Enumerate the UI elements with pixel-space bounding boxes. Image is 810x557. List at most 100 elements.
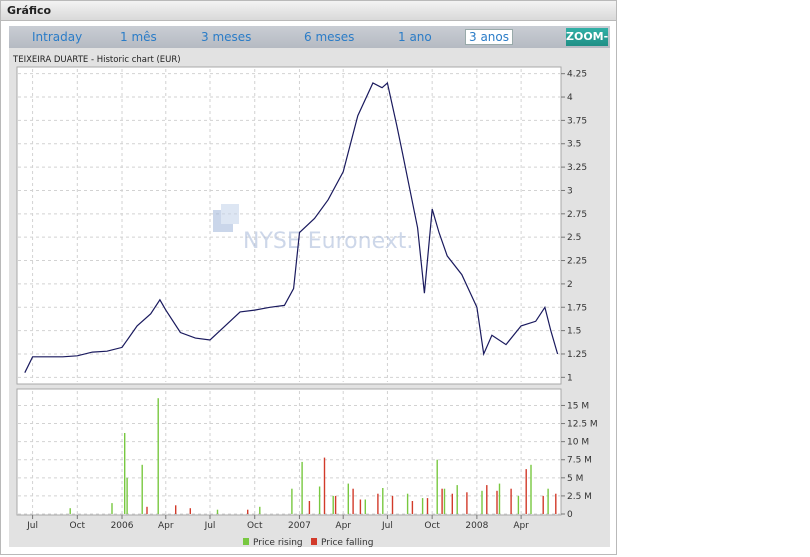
price-y-tick-label: 1.75 — [567, 303, 587, 313]
volume-bar-falling — [175, 505, 177, 514]
volume-bar-falling — [496, 490, 498, 514]
price-line — [24, 81, 559, 373]
legend-falling-label: Price falling — [321, 538, 373, 547]
volume-y-tick-label: 15 M — [567, 401, 589, 411]
volume-bar-rising — [332, 495, 334, 514]
volume-bar-rising — [456, 485, 458, 514]
volume-bar-falling — [323, 457, 326, 514]
price-y-tick-label: 4.25 — [567, 70, 587, 80]
x-tick-label: Oct — [424, 521, 440, 531]
volume-bar-falling — [146, 506, 148, 514]
volume-bar-rising — [421, 498, 424, 514]
volume-bar-rising — [347, 483, 349, 514]
price-grid — [18, 69, 560, 382]
tab-1-ano[interactable]: 1 ano — [398, 30, 432, 44]
period-tab-bar: Intraday 1 mês 3 meses 6 meses 1 ano 3 a… — [9, 26, 610, 48]
widget-titlebar: Gráfico — [1, 1, 616, 21]
volume-bar-rising — [216, 509, 219, 514]
volume-bar-rising — [126, 477, 128, 514]
volume-y-tick-label: 7.5 M — [567, 456, 592, 466]
x-tick-label: 2007 — [288, 521, 311, 531]
price-y-tick-label: 1 — [567, 373, 573, 383]
chart-header: TEIXEIRA DUARTE - Historic chart (EUR) — [13, 55, 181, 65]
volume-bar-falling — [352, 488, 354, 514]
volume-grid — [18, 391, 560, 515]
price-y-tick-label: 4 — [567, 93, 573, 103]
volume-bars — [69, 398, 557, 514]
legend-rising-swatch — [243, 538, 249, 545]
volume-y-tick-label: 5 M — [567, 474, 583, 484]
x-tick-label: 2006 — [111, 521, 134, 531]
tab-3-meses[interactable]: 3 meses — [201, 30, 252, 44]
widget-title: Gráfico — [7, 4, 52, 17]
volume-bar-falling — [377, 493, 379, 514]
price-volume-chart: NYSE Euronext. 1 1.25 1.5 1.75 2 2.25 2.5 2.75 3… — [16, 66, 598, 547]
volume-y-axis: 0 2.5 M 5 M 7.5 M 10 M 12.5 M 15 M — [561, 401, 598, 520]
tab-6-meses[interactable]: 6 meses — [304, 30, 355, 44]
legend-falling-swatch — [311, 538, 317, 545]
volume-bar-falling — [247, 509, 249, 514]
zoom-button[interactable]: ZOOM- — [566, 28, 608, 46]
volume-bar-rising — [530, 464, 532, 514]
volume-bar-rising — [436, 459, 438, 514]
volume-bar-rising — [318, 486, 321, 514]
volume-bar-falling — [555, 493, 557, 514]
volume-bar-rising — [498, 483, 501, 514]
volume-bar-falling — [189, 508, 191, 514]
volume-bar-rising — [124, 433, 126, 514]
volume-bar-rising — [111, 503, 113, 514]
volume-bar-falling — [525, 469, 527, 514]
volume-bar-rising — [364, 499, 366, 514]
tab-intraday[interactable]: Intraday — [32, 30, 83, 44]
legend: Price rising Price falling — [243, 538, 373, 547]
volume-bar-falling — [451, 493, 453, 514]
volume-bar-falling — [441, 488, 443, 514]
volume-bar-rising — [406, 493, 409, 514]
volume-bar-rising — [157, 398, 159, 514]
volume-bar-rising — [291, 488, 293, 514]
volume-bar-rising — [481, 490, 483, 514]
tab-1-mes[interactable]: 1 mês — [120, 30, 157, 44]
x-tick-label: Oct — [70, 521, 86, 531]
price-y-tick-label: 1.25 — [567, 350, 587, 360]
price-y-tick-label: 2.25 — [567, 257, 587, 267]
volume-y-tick-label: 12.5 M — [567, 420, 598, 430]
x-tick-label: Jul — [204, 521, 216, 531]
volume-bar-rising — [443, 488, 446, 514]
x-tick-label: Jul — [26, 521, 38, 531]
x-tick-label: Apr — [513, 521, 529, 531]
x-tick-label: Apr — [335, 521, 351, 531]
x-tick-label: Jul — [381, 521, 393, 531]
price-y-tick-label: 2.75 — [567, 210, 587, 220]
volume-bar-falling — [334, 495, 337, 514]
volume-bar-falling — [510, 488, 512, 514]
price-y-tick-label: 1.5 — [567, 327, 581, 337]
watermark-text: NYSE Euronext. — [243, 229, 413, 254]
volume-plot-area — [16, 388, 562, 516]
price-y-tick-label: 2.5 — [567, 233, 581, 243]
x-tick-label: 2008 — [465, 521, 488, 531]
price-y-axis: 1 1.25 1.5 1.75 2 2.25 2.5 2.75 3 3.25 3.5 3.75 4 4.2… — [561, 70, 587, 383]
volume-bar-falling — [426, 498, 429, 514]
x-axis: Jul Oct 2006 Apr Jul Oct 2007 Apr Jul Oct 2008 Apr — [26, 515, 529, 531]
volume-bar-rising — [259, 506, 261, 514]
volume-bar-falling — [411, 501, 414, 514]
price-y-tick-label: 3.5 — [567, 140, 581, 150]
volume-bar-falling — [308, 501, 311, 514]
volume-bar-falling — [466, 492, 468, 514]
volume-y-tick-label: 0 — [567, 510, 573, 520]
volume-bar-falling — [359, 499, 362, 514]
tab-3-anos[interactable]: 3 anos — [465, 29, 514, 45]
watermark-logo: NYSE Euronext. — [213, 204, 413, 254]
volume-bar-rising — [382, 488, 384, 514]
price-y-tick-label: 3.25 — [567, 163, 587, 173]
price-y-tick-label: 2 — [567, 280, 573, 290]
volume-bar-rising — [69, 508, 71, 514]
volume-bar-rising — [517, 495, 520, 514]
volume-bar-rising — [301, 461, 303, 514]
volume-bar-rising — [141, 464, 143, 514]
volume-y-tick-label: 2.5 M — [567, 492, 592, 502]
volume-bar-falling — [542, 495, 544, 514]
price-plot-area — [16, 66, 562, 385]
price-y-tick-label: 3.75 — [567, 116, 587, 126]
